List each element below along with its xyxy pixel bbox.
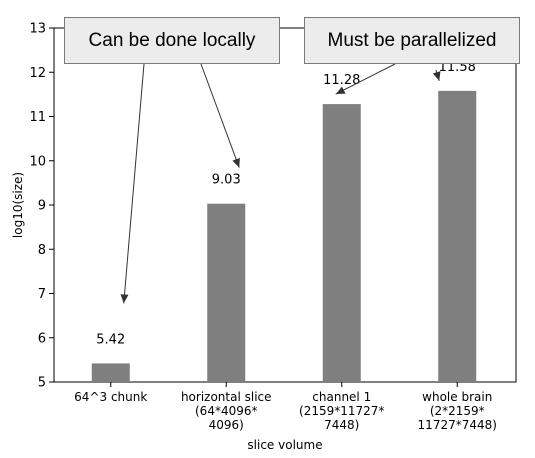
x-tick-label-line: 11727*7448) (418, 418, 497, 432)
bar-value-label: 5.42 (96, 332, 125, 347)
y-tick-label: 6 (38, 331, 46, 346)
annotation-can-be-done-locally: Can be done locally (64, 17, 280, 64)
x-tick-label-line: (2159*11727* (299, 404, 384, 418)
bar (322, 104, 361, 383)
y-tick-label: 7 (38, 287, 46, 302)
y-tick-label: 10 (29, 154, 46, 169)
y-tick-label: 5 (38, 376, 46, 391)
x-tick-label-line: (64*4096* (195, 404, 258, 418)
x-tick-label: horizontal slice (64*4096* 4096) (181, 390, 272, 432)
y-tick-label: 8 (38, 243, 46, 258)
x-tick-label-line: whole brain (422, 390, 492, 404)
bar (207, 203, 246, 382)
annotation-arrow (335, 63, 396, 95)
y-tick-label: 12 (29, 66, 46, 81)
annotation-arrow (432, 69, 441, 81)
y-tick-label: 13 (29, 22, 46, 37)
x-tick-label-line: horizontal slice (181, 390, 272, 404)
y-axis-title: log10(size) (11, 172, 25, 238)
bar-value-label: 11.28 (323, 73, 360, 88)
bar (438, 90, 477, 383)
y-tick-label: 11 (29, 110, 46, 125)
x-tick-label-line: channel 1 (312, 390, 371, 404)
annotation-arrow (200, 63, 240, 168)
annotation-arrow (120, 63, 145, 304)
x-tick-label-line: 4096) (209, 418, 244, 432)
x-tick-label: channel 1 (2159*11727* 7448) (299, 390, 384, 432)
bar (91, 363, 130, 382)
annotation-must-be-parallelized: Must be parallelized (304, 17, 520, 64)
x-tick-label: whole brain (2*2159* 11727*7448) (418, 390, 497, 432)
bar-value-label: 9.03 (212, 173, 241, 188)
x-tick-label: 64^3 chunk (74, 390, 147, 404)
x-axis-title: slice volume (247, 438, 322, 452)
x-tick-label-line: 7448) (324, 418, 359, 432)
y-tick-label: 9 (38, 199, 46, 214)
x-tick-label-line: (2*2159* (430, 404, 485, 418)
x-tick-label-line: 64^3 chunk (74, 390, 147, 404)
